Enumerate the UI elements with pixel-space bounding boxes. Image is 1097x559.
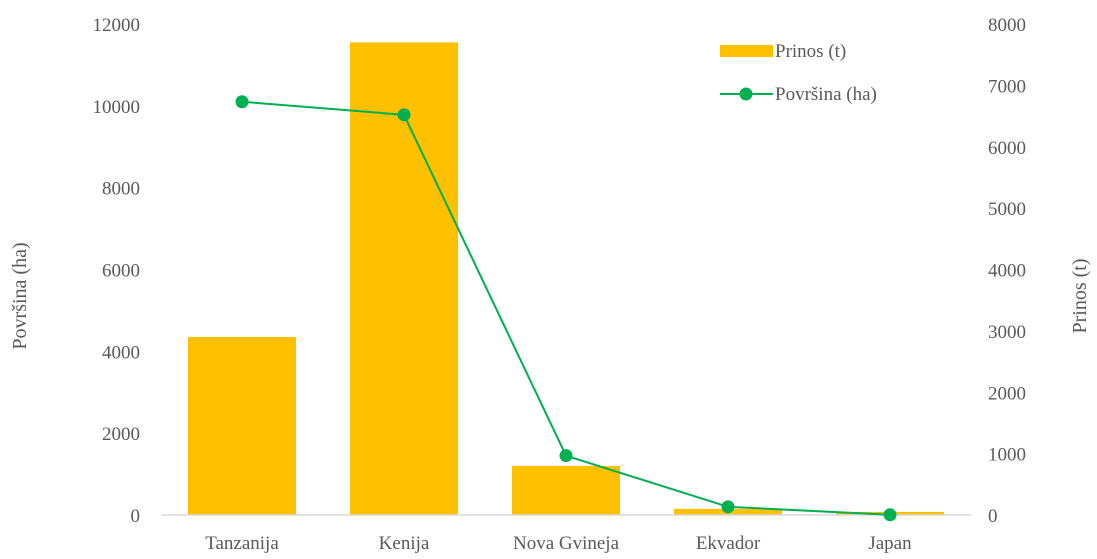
point-japan bbox=[883, 508, 897, 522]
x-tick-label: Kenija bbox=[379, 533, 430, 554]
legend-label-prinos: Prinos (t) bbox=[775, 41, 846, 62]
legend-marker-povrsina bbox=[739, 87, 753, 101]
right-tick-label: 5000 bbox=[988, 199, 1026, 220]
x-tick-label: Tanzanija bbox=[205, 533, 279, 554]
bar-series-layer bbox=[188, 42, 944, 515]
left-tick-label: 4000 bbox=[102, 342, 140, 363]
x-tick-label: Nova Gvineja bbox=[513, 533, 620, 554]
right-tick-label: 6000 bbox=[988, 138, 1026, 159]
line-series-layer bbox=[235, 95, 897, 522]
point-kenija bbox=[397, 108, 411, 122]
left-tick-label: 12000 bbox=[93, 15, 141, 36]
right-tick-label: 7000 bbox=[988, 76, 1026, 97]
legend: Prinos (t) Površina (ha) bbox=[720, 41, 877, 105]
point-ekvador bbox=[721, 500, 735, 514]
right-tick-label: 0 bbox=[988, 506, 998, 527]
x-tick-label: Japan bbox=[868, 533, 912, 554]
point-tanzanija bbox=[235, 95, 249, 109]
point-nova-gvineja bbox=[559, 449, 573, 463]
x-axis-ticks: Tanzanija Kenija Nova Gvineja Ekvador Japan bbox=[205, 533, 912, 554]
right-tick-label: 2000 bbox=[988, 383, 1026, 404]
legend-label-povrsina: Površina (ha) bbox=[775, 84, 877, 105]
bar-tanzanija bbox=[188, 337, 296, 515]
right-tick-label: 4000 bbox=[988, 261, 1026, 282]
right-axis-ticks: 0 1000 2000 3000 4000 5000 6000 7000 8000 bbox=[988, 15, 1026, 527]
x-tick-label: Ekvador bbox=[696, 533, 761, 554]
right-tick-label: 8000 bbox=[988, 15, 1026, 36]
left-axis-ticks: 0 2000 4000 6000 8000 10000 12000 bbox=[93, 15, 141, 527]
left-axis-title: Površina (ha) bbox=[9, 242, 31, 349]
left-tick-label: 8000 bbox=[102, 179, 140, 200]
right-tick-label: 1000 bbox=[988, 445, 1026, 466]
right-tick-label: 3000 bbox=[988, 322, 1026, 343]
right-axis-title: Prinos (t) bbox=[1069, 259, 1091, 334]
left-tick-label: 10000 bbox=[93, 97, 141, 118]
left-tick-label: 6000 bbox=[102, 261, 140, 282]
legend-swatch-prinos bbox=[720, 45, 773, 57]
left-tick-label: 2000 bbox=[102, 424, 140, 445]
left-tick-label: 0 bbox=[131, 506, 141, 527]
bar-nova-gvineja bbox=[512, 465, 620, 515]
